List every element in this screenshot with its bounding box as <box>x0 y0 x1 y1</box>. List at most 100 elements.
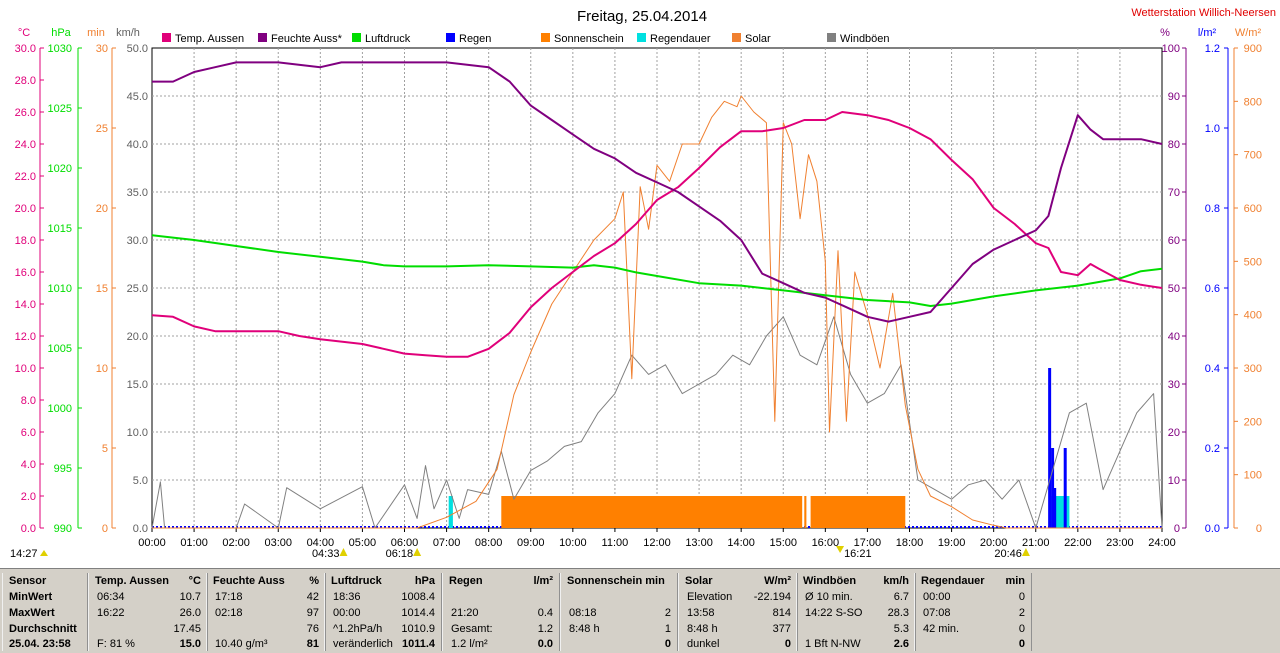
axis-tick-label: 5 <box>102 443 108 455</box>
stats-cell-value: 0 <box>1018 591 1025 603</box>
stats-header-unit: l/m² <box>533 575 553 587</box>
stats-cell-time: 42 min. <box>923 623 960 635</box>
time-axis: 00:00 01:00 02:00 03:00 04:00 05:00 06:00 07:00… <box>138 526 1176 549</box>
sunshine-bar <box>501 496 803 528</box>
stats-cell-time: ^1.2hPa/h <box>333 623 383 635</box>
stats-header-label: Regendauer <box>921 575 985 587</box>
stats-header-unit: hPa <box>414 575 435 587</box>
axis-unit-label: % <box>1160 27 1170 39</box>
stats-cell-time: veränderlich <box>333 638 393 650</box>
axis-tick-label: 1020 <box>48 163 72 175</box>
rain-bar <box>1053 488 1057 528</box>
stats-cell-value: 81 <box>306 638 319 650</box>
axis-tick-label: 0.8 <box>1205 203 1220 215</box>
stats-row-label: MaxWert <box>3 605 87 621</box>
stats-header: Luftdruck hPa <box>325 573 441 589</box>
legend-label: Temp. Aussen <box>175 33 244 45</box>
stats-row: 16:22 26.0 <box>89 605 207 621</box>
legend-label: Windböen <box>840 33 890 45</box>
stats-column-pressure: Luftdruck hPa 18:36 1008.4 00:00 1014.4 ^1.2hP… <box>324 573 442 651</box>
stats-cell-value: 1011.4 <box>401 638 435 650</box>
stats-row: 02:18 97 <box>207 605 325 621</box>
stats-row: 1 Bft N-NW 2.6 <box>797 636 915 652</box>
axis-tick-label: 28.0 <box>15 75 36 87</box>
stats-column-wind: Windböen km/h Ø 10 min. 6.7 14:22 S-SO 28.3 5.… <box>796 573 916 651</box>
stats-row: 1.2 l/m² 0.0 <box>443 636 559 652</box>
axis-tick-label: 0 <box>102 523 108 535</box>
axis-unit-label: W/m² <box>1235 27 1262 39</box>
axis-tick-label: 20.0 <box>127 331 148 343</box>
stats-cell-value: 0 <box>1018 623 1025 635</box>
time-tick-label: 05:00 <box>349 537 377 549</box>
stats-row: 8:48 h 377 <box>679 621 797 637</box>
stats-cell-value: 15.0 <box>179 638 201 650</box>
stats-row: Elevation -22.194 <box>679 589 797 605</box>
stats-cell-time: 06:34 <box>97 591 125 603</box>
time-markers: 14:27 04:33 06:18 20:46 16:21 <box>10 546 1030 560</box>
stats-row-label: Sensor <box>3 573 87 589</box>
stats-header: Solar W/m² <box>679 573 797 589</box>
stats-cell-value: 28.3 <box>887 607 909 619</box>
time-tick-label: 06:00 <box>391 537 419 549</box>
stats-row: 8:48 h 1 <box>561 621 677 637</box>
axis-tick-label: 100 <box>1162 43 1180 55</box>
stats-cell-value: 0 <box>784 638 791 650</box>
stats-cell-time: 18:36 <box>333 591 361 603</box>
sunrise-label: 06:18 <box>386 548 414 560</box>
legend-label: Sonnenschein <box>554 33 624 45</box>
stats-row: 00:00 0 <box>915 589 1031 605</box>
stats-row: 10.40 g/m³ 81 <box>207 636 325 652</box>
axis-tick-label: 6.0 <box>21 427 36 439</box>
stats-header: Feuchte Auss% <box>207 573 325 589</box>
stats-cell-value: 2 <box>664 607 671 619</box>
axis-tick-label: 1000 <box>48 403 72 415</box>
axis-tick-label: 1005 <box>48 343 72 355</box>
stats-row: 13:58 814 <box>679 605 797 621</box>
axis-tick-label: 0 <box>1256 523 1262 535</box>
stats-cell-time: 10.40 g/m³ <box>215 638 268 650</box>
stats-row-label-text: Durchschnitt <box>9 623 77 635</box>
rain-bar <box>1048 368 1052 528</box>
stats-header-unit: W/m² <box>764 575 791 587</box>
axis-tick-label: 1.0 <box>1205 123 1220 135</box>
axis-unit-label: °C <box>18 27 30 39</box>
stats-header: Temp. Aussen °C <box>89 573 207 589</box>
stats-header-unit: km/h <box>883 575 909 587</box>
stats-header-label: Regen <box>449 575 483 587</box>
time-tick-label: 18:00 <box>896 537 924 549</box>
axis-tick-label: 35.0 <box>127 187 148 199</box>
time-tick-label: 10:00 <box>559 537 587 549</box>
stats-header: Sonnenschein min <box>561 573 677 589</box>
legend-swatch <box>732 33 741 42</box>
axis-tick-label: 90 <box>1168 91 1180 103</box>
stats-column-temp: Temp. Aussen °C 06:34 10.7 16:22 26.0 17.45 F: … <box>88 573 208 651</box>
stats-cell-value: 377 <box>772 623 791 635</box>
axis-tick-label: 10 <box>96 363 108 375</box>
axis-tick-label: 30.0 <box>15 43 36 55</box>
stats-cell-value: 0 <box>664 638 671 650</box>
stats-row: F: 81 % 15.0 <box>89 636 207 652</box>
axis-tick-label: 0.2 <box>1205 443 1220 455</box>
axis-tick-label: 200 <box>1244 416 1262 428</box>
solar-line <box>152 95 1162 529</box>
stats-cell-time: Elevation <box>687 591 733 603</box>
stats-row <box>443 589 559 605</box>
stats-row: 0 <box>561 636 677 652</box>
time-tick-label: 04:00 <box>307 537 335 549</box>
stats-row: 00:00 1014.4 <box>325 605 441 621</box>
axis-tick-label: 700 <box>1244 150 1262 162</box>
legend-swatch <box>446 33 455 42</box>
axis-tick-label: 8.0 <box>21 395 36 407</box>
axis-tick-label: 1.2 <box>1205 43 1220 55</box>
stats-column-sun: Sonnenschein min 08:18 2 8:48 h 1 0 <box>560 573 678 651</box>
time-tick-label: 09:00 <box>517 537 545 549</box>
stats-cell-time: Ø 10 min. <box>805 591 853 603</box>
axis-tick-label: 30 <box>1168 379 1180 391</box>
stats-row: Gesamt: 1.2 <box>443 621 559 637</box>
legend-swatch <box>637 33 646 42</box>
axis-tick-label: 50.0 <box>127 43 148 55</box>
sunset-label: 20:46 <box>994 548 1022 560</box>
axis-tick-label: 10.0 <box>15 363 36 375</box>
time-tick-label: 02:00 <box>222 537 250 549</box>
axis-tick-label: 400 <box>1244 310 1262 322</box>
